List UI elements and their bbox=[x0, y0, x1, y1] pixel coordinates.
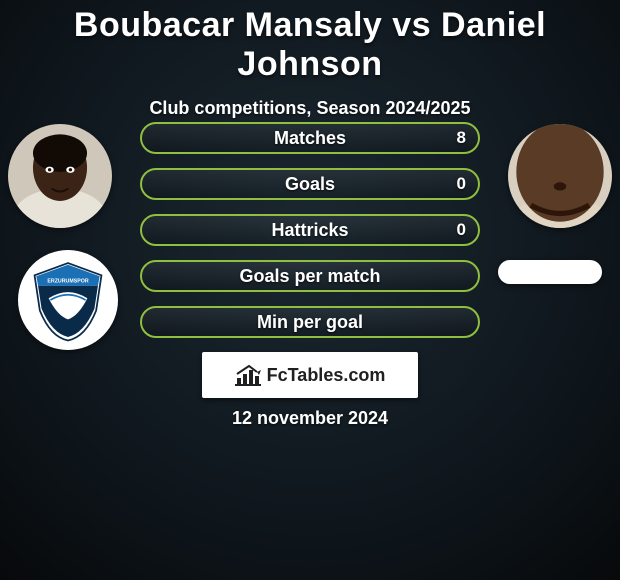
stat-right-value: 8 bbox=[457, 128, 466, 148]
page-title: Boubacar Mansaly vs Daniel Johnson bbox=[0, 0, 620, 84]
stat-label: Matches bbox=[274, 128, 346, 149]
player-right-avatar-icon bbox=[508, 124, 612, 228]
club-left-badge: ERZURUMSPOR bbox=[18, 250, 118, 350]
infographic: Boubacar Mansaly vs Daniel Johnson Club … bbox=[0, 0, 620, 580]
stat-label: Hattricks bbox=[271, 220, 348, 241]
stat-label: Min per goal bbox=[257, 312, 363, 333]
club-left-crest-icon: ERZURUMSPOR bbox=[24, 256, 112, 344]
stat-right-value: 0 bbox=[457, 174, 466, 194]
brand-box: FcTables.com bbox=[202, 352, 418, 398]
stat-bar-hattricks: Hattricks 0 bbox=[140, 214, 480, 246]
stat-bar-matches: Matches 8 bbox=[140, 122, 480, 154]
player-right-photo bbox=[508, 124, 612, 228]
chart-icon bbox=[235, 364, 261, 386]
brand-label: FcTables.com bbox=[267, 365, 386, 386]
stat-right-value: 0 bbox=[457, 220, 466, 240]
date-label: 12 november 2024 bbox=[0, 408, 620, 429]
stat-label: Goals bbox=[285, 174, 335, 195]
player-left-avatar-icon bbox=[8, 124, 112, 228]
subtitle: Club competitions, Season 2024/2025 bbox=[0, 98, 620, 119]
stat-bar-goals-per-match: Goals per match bbox=[140, 260, 480, 292]
stat-bar-goals: Goals 0 bbox=[140, 168, 480, 200]
stat-label: Goals per match bbox=[239, 266, 380, 287]
club-right-badge bbox=[498, 260, 602, 284]
stat-bar-min-per-goal: Min per goal bbox=[140, 306, 480, 338]
player-left-photo bbox=[8, 124, 112, 228]
svg-text:ERZURUMSPOR: ERZURUMSPOR bbox=[47, 278, 88, 284]
stat-bars: Matches 8 Goals 0 Hattricks 0 Goals per … bbox=[140, 122, 480, 338]
